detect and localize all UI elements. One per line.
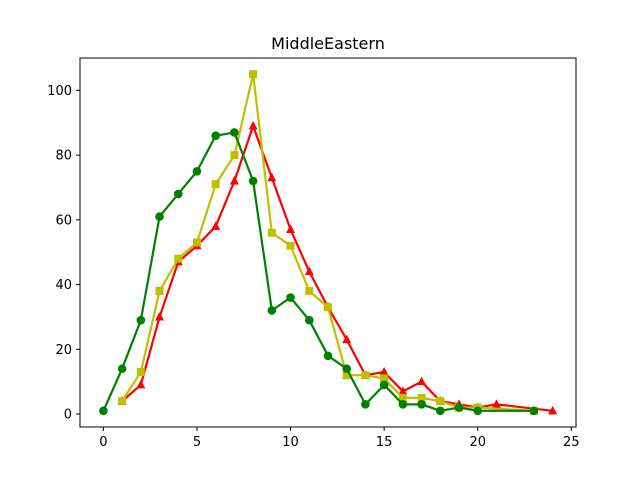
series-2 <box>99 128 539 416</box>
x-tick-label: 10 <box>282 435 299 450</box>
data-point <box>361 371 370 380</box>
x-tick-label: 5 <box>193 435 201 450</box>
x-tick-label: 25 <box>563 435 580 450</box>
x-tick-label: 0 <box>99 435 107 450</box>
y-tick-label: 100 <box>47 84 72 99</box>
data-point <box>436 397 445 406</box>
data-point <box>211 131 220 140</box>
data-point <box>155 311 165 321</box>
data-point <box>230 151 239 160</box>
data-point <box>155 287 164 296</box>
data-point <box>417 376 427 386</box>
data-point <box>548 405 558 415</box>
data-point <box>173 189 183 199</box>
data-point <box>192 166 202 176</box>
x-tick-label: 20 <box>469 435 486 450</box>
y-tick-label: 20 <box>55 343 72 358</box>
plot-area <box>80 58 576 427</box>
data-point <box>379 380 389 390</box>
data-point <box>473 406 483 416</box>
data-point <box>286 224 296 234</box>
data-point <box>342 371 351 380</box>
data-point <box>398 393 407 402</box>
data-point <box>398 400 408 409</box>
data-point <box>398 386 408 395</box>
data-point <box>248 120 258 130</box>
x-tick-label: 15 <box>376 435 393 450</box>
y-tick-label: 0 <box>64 408 72 423</box>
data-point <box>305 287 314 296</box>
data-point <box>136 367 145 376</box>
data-point <box>99 406 108 416</box>
data-point <box>417 393 426 402</box>
data-point <box>342 334 352 344</box>
data-point <box>155 212 164 221</box>
data-point <box>192 238 201 247</box>
data-point <box>361 400 370 409</box>
y-tick-label: 40 <box>55 278 72 293</box>
series-layer <box>99 70 558 416</box>
data-point <box>267 306 277 315</box>
data-point <box>304 266 314 276</box>
data-point <box>211 180 220 189</box>
data-point <box>229 176 239 185</box>
data-point <box>436 406 445 416</box>
data-point <box>529 406 539 416</box>
data-point <box>286 293 295 302</box>
data-point <box>118 397 127 406</box>
plot-frame <box>79 57 577 428</box>
data-point <box>417 400 426 409</box>
data-point <box>267 172 277 182</box>
data-point <box>249 70 258 79</box>
data-point <box>248 176 258 186</box>
y-tick-label: 60 <box>55 213 72 228</box>
chart-title: MiddleEastern <box>271 34 385 53</box>
data-point <box>454 403 464 412</box>
data-point <box>267 228 276 237</box>
data-point <box>380 374 389 383</box>
data-point <box>136 379 146 389</box>
data-point <box>491 399 501 408</box>
data-point <box>286 241 295 250</box>
data-point <box>342 364 352 374</box>
y-tick-label: 80 <box>55 149 72 164</box>
series-line <box>121 124 553 412</box>
data-point <box>136 315 146 325</box>
data-point <box>230 128 239 137</box>
data-point <box>379 366 389 376</box>
data-point <box>324 303 332 312</box>
data-point <box>211 221 221 230</box>
data-point <box>323 351 333 361</box>
series-line <box>102 131 534 412</box>
data-point <box>304 315 314 325</box>
axis-layer: 0 5 10 15 20 25 0 20 40 60 80 100 <box>47 84 579 450</box>
data-point <box>117 364 127 374</box>
data-point <box>174 254 183 263</box>
